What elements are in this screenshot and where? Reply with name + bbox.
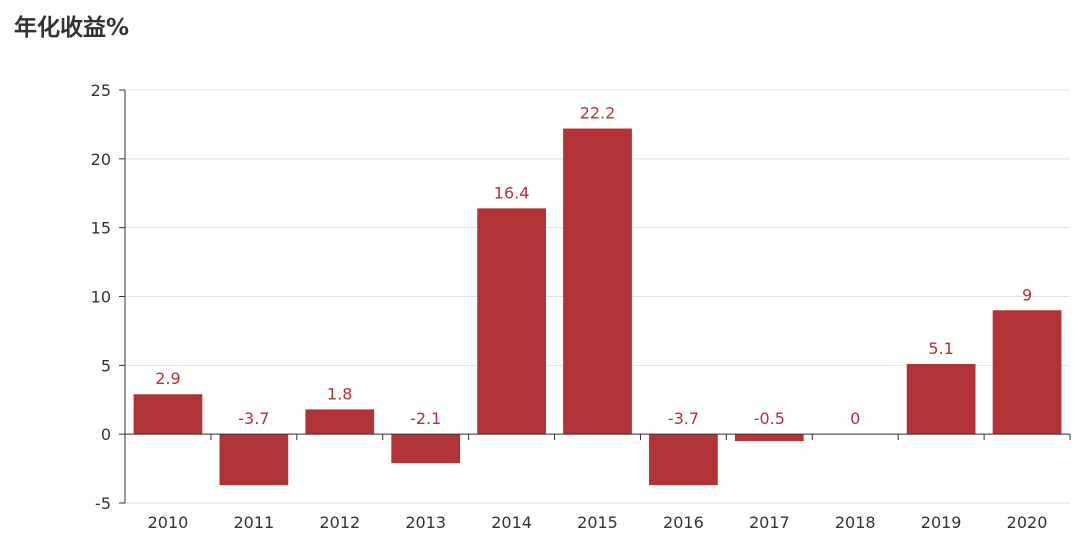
x-tick-label: 2011: [234, 513, 275, 532]
y-tick-label: 20: [91, 150, 111, 169]
y-tick-label: 25: [91, 81, 111, 100]
y-tick-label: 10: [91, 288, 111, 307]
chart-title: 年化收益%: [14, 15, 130, 41]
data-label: 9: [1022, 285, 1032, 304]
bar: [992, 310, 1062, 435]
data-label: -0.5: [754, 409, 785, 428]
x-tick-label: 2016: [663, 513, 704, 532]
x-tick-label: 2010: [148, 513, 189, 532]
bar: [391, 434, 461, 464]
x-tick-label: 2018: [835, 513, 876, 532]
data-labels: 2.9 -3.7 1.8 -2.1 16.4 22.2 -3.7 -0.5 0 5.1 9: [155, 104, 1032, 429]
x-tick-label: 2017: [749, 513, 790, 532]
data-label: 22.2: [580, 104, 616, 123]
x-tick-label: 2019: [921, 513, 962, 532]
bar: [305, 409, 375, 435]
y-tick-label: 5: [101, 356, 111, 375]
bar: [906, 363, 976, 435]
bar: [563, 128, 632, 435]
bar: [219, 434, 289, 486]
data-label: -3.7: [238, 409, 269, 428]
y-tick-label: 0: [101, 425, 111, 444]
data-label: -2.1: [410, 409, 441, 428]
y-tick-label: 15: [91, 219, 111, 238]
y-tick-label: -5: [95, 494, 111, 513]
x-tick-label: 2015: [577, 513, 618, 532]
bar: [477, 208, 546, 435]
data-label: 2.9: [155, 369, 180, 388]
data-label: 0: [850, 409, 860, 428]
data-label: 1.8: [327, 384, 352, 403]
x-tick-label: 2014: [491, 513, 532, 532]
axes: -5 0 5 10 15 20 25 2010 2011 2012 2013 2014 2015 2016…: [91, 81, 1071, 532]
data-label: 5.1: [928, 339, 953, 358]
x-tick-label: 2020: [1007, 513, 1048, 532]
x-tick-label: 2012: [319, 513, 360, 532]
x-tick-label: 2013: [405, 513, 446, 532]
bar: [734, 434, 804, 442]
data-label: 16.4: [494, 183, 530, 202]
bar: [133, 394, 203, 435]
bars: [133, 128, 1062, 486]
data-label: -3.7: [668, 409, 699, 428]
bar: [649, 434, 718, 486]
